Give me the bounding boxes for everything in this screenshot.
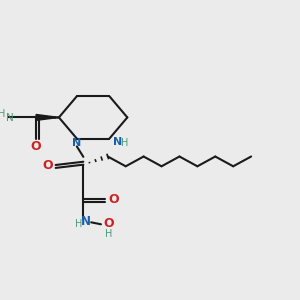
Text: H: H <box>0 109 6 118</box>
Polygon shape <box>36 115 59 120</box>
Text: O: O <box>108 193 119 206</box>
Text: N: N <box>72 139 82 148</box>
Text: O: O <box>43 160 53 172</box>
Text: H: H <box>105 229 112 239</box>
Text: N: N <box>112 136 122 146</box>
Text: N: N <box>81 215 91 228</box>
Text: N: N <box>6 113 14 123</box>
Text: O: O <box>103 217 114 230</box>
Text: O: O <box>31 140 41 153</box>
Text: H: H <box>122 139 129 148</box>
Text: H: H <box>75 219 82 229</box>
